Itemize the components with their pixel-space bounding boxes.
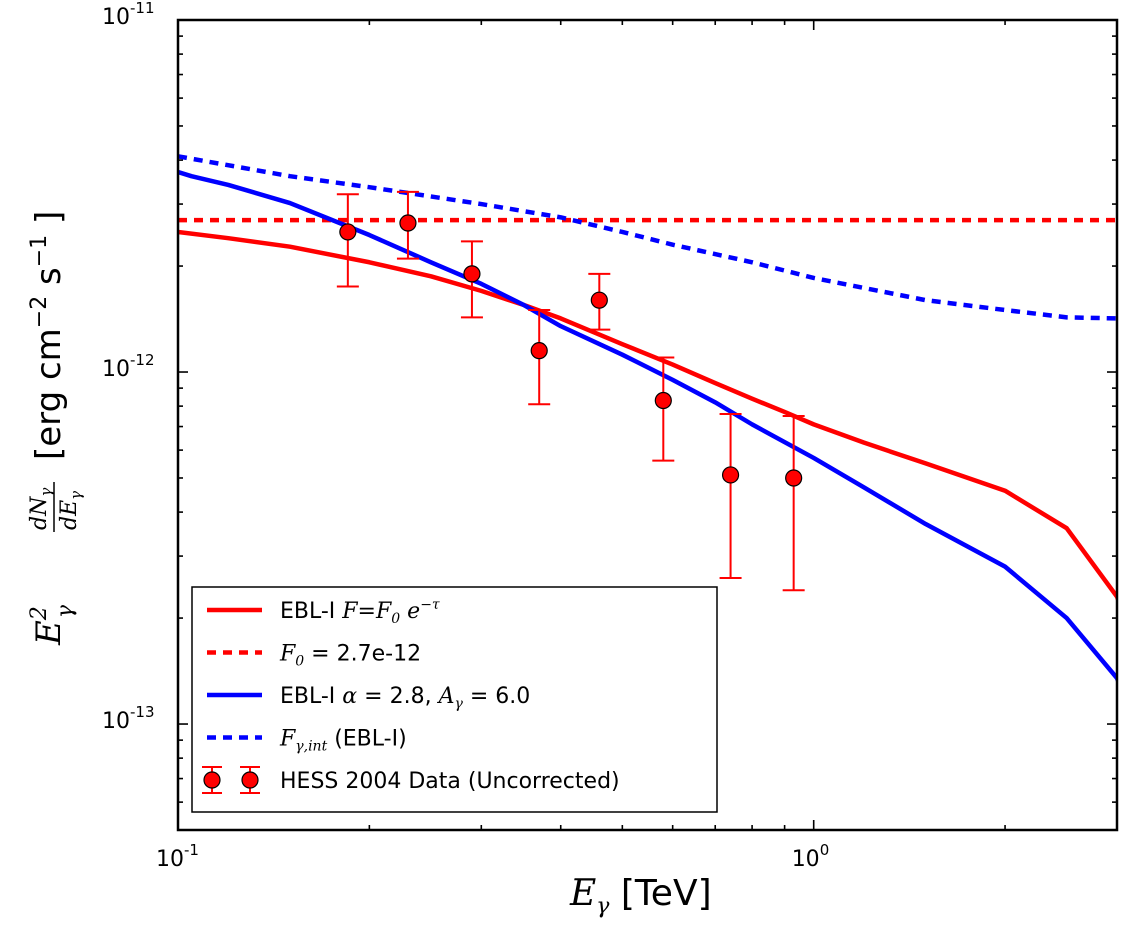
data-point (721, 466, 740, 484)
x-axis-label: Eγ [TeV] (569, 873, 712, 919)
y-label-frac-num: dNγ (27, 488, 55, 530)
y-label-frac-den: dEγ (57, 491, 85, 530)
legend-frame (191, 586, 718, 813)
data-point (785, 469, 803, 487)
legend-label-3: EBL-I α = 2.8, Aγ = 6.0 (280, 684, 530, 712)
y-tick-label: 10-13 (102, 703, 155, 734)
plot-data (178, 154, 1117, 685)
data-point (463, 265, 481, 283)
x-tick-label: 100 (792, 841, 830, 872)
y-tick-label: 10-11 (102, 0, 155, 30)
legend-label-1: EBL-I F=F0 e−τ (280, 597, 440, 627)
legend-label-2: F0 = 2.7e-12 (279, 642, 421, 670)
y-axis-label-text: E2γ (27, 604, 78, 646)
legend-marker (203, 771, 221, 789)
series-line-4 (178, 154, 1117, 321)
data-point (399, 214, 417, 232)
data-point (654, 391, 672, 410)
data-point (530, 342, 548, 360)
plot-frame (176, 18, 1119, 832)
legend: EBL-I F=F0 e−τ F0 = 2.7e-12 EBL-I α = 2.8… (191, 586, 718, 813)
y-tick-label: 10-12 (102, 351, 155, 382)
legend-marker (241, 771, 259, 789)
legend-label-5: HESS 2004 Data (Uncorrected) (280, 769, 620, 794)
y-label-unit: [erg cm−2 s−1 ] (27, 211, 69, 460)
legend-label-4: Fγ,int (EBL-I) (279, 727, 407, 755)
series-line-1 (178, 229, 1117, 603)
series-line-3 (178, 169, 1117, 685)
data-point (339, 223, 357, 241)
x-tick-label: 10-1 (156, 841, 199, 872)
data-point (590, 291, 608, 309)
